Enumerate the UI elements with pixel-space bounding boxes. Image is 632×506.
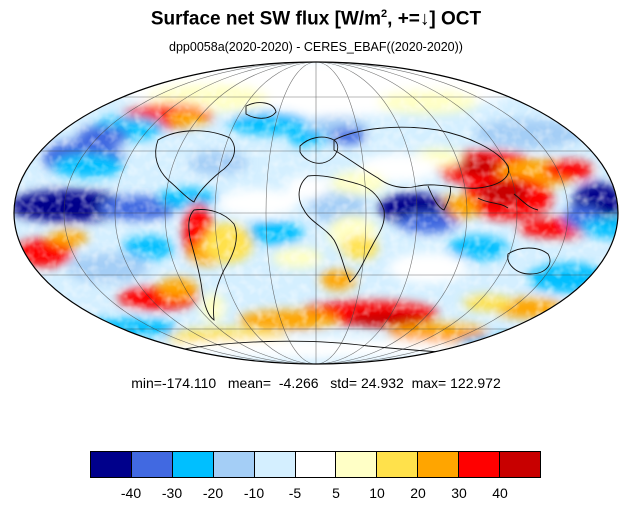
colorbar-box (131, 452, 173, 477)
title-prefix: Surface net SW flux [W/m (150, 8, 382, 30)
colorbar-tick-label: 5 (332, 485, 340, 501)
colorbar-box (295, 452, 337, 477)
colorbar-tick-label: 40 (492, 485, 508, 501)
colorbar-box (213, 452, 255, 477)
plot-subtitle: dpp0058a(2020-2020) - CERES_EBAF((2020-2… (169, 40, 463, 54)
colorbar-box (418, 452, 460, 477)
colorbar-box (336, 452, 378, 477)
colorbar-box (254, 452, 296, 477)
map-border (13, 61, 619, 365)
stat-std-label: std= (330, 375, 358, 391)
colorbar-tick-label: 30 (451, 485, 467, 501)
stat-std-value: 24.932 (361, 375, 404, 391)
colorbar-tick-label: 20 (410, 485, 426, 501)
colorbar (90, 451, 541, 478)
graticule (14, 62, 618, 364)
colorbar-tick-label: -20 (202, 485, 224, 501)
title-suffix: , +=↓] OCT (387, 8, 482, 30)
stat-max-value: 122.972 (450, 375, 501, 391)
colorbar-tick-label: -10 (243, 485, 265, 501)
stat-mean-label: mean= (227, 375, 272, 391)
coastlines (155, 102, 551, 359)
colorbar-box (500, 452, 540, 477)
colorbar-tick-label: 10 (369, 485, 385, 501)
colorbar-tick-label: -40 (120, 485, 142, 501)
colorbar-tick-label: -5 (288, 485, 302, 501)
colorbar-box (172, 452, 214, 477)
colorbar-box (377, 452, 419, 477)
colorbar-box (459, 452, 501, 477)
colorbar-box (91, 452, 132, 477)
stat-max-label: max= (411, 375, 447, 391)
plot-title: Surface net SW flux [W/m2, +=↓] OCT (0, 8, 632, 30)
stats-line: min=-174.110 mean= -4.266 std= 24.932 ma… (0, 375, 632, 391)
title-superscript: 2 (381, 8, 388, 20)
stat-min-label: min= (131, 375, 162, 391)
mollweide-map (13, 61, 619, 365)
flux-field (14, 62, 618, 364)
stat-min-value: -174.110 (161, 375, 217, 391)
stat-mean-value: -4.266 (278, 375, 319, 391)
colorbar-tick-label: -30 (161, 485, 183, 501)
